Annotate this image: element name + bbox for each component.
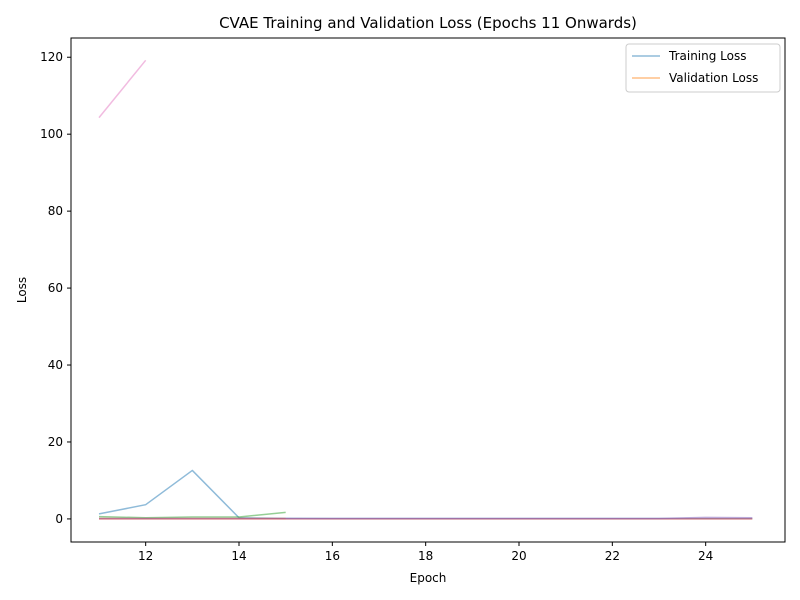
series-line-training-loss <box>98 469 753 520</box>
x-axis-label: Epoch <box>410 571 447 585</box>
series-line-5 <box>99 516 753 520</box>
legend-label-training-loss: Training Loss <box>668 49 746 63</box>
y-tick-label: 100 <box>40 127 63 141</box>
y-tick-label: 120 <box>40 50 63 64</box>
y-tick-label: 80 <box>48 204 63 218</box>
x-axis: 12 14 16 18 20 22 24 <box>138 542 713 563</box>
plot-lines <box>98 59 753 520</box>
x-tick-label: 22 <box>605 549 620 563</box>
y-tick-label: 20 <box>48 435 63 449</box>
x-tick-label: 18 <box>418 549 433 563</box>
x-tick-label: 16 <box>325 549 340 563</box>
legend-label-validation-loss: Validation Loss <box>669 71 758 85</box>
chart-title: CVAE Training and Validation Loss (Epoch… <box>219 14 637 32</box>
legend: Training Loss Validation Loss <box>625 43 781 93</box>
x-tick-label: 24 <box>698 549 713 563</box>
y-tick-label: 60 <box>48 281 63 295</box>
legend-box <box>625 43 781 93</box>
series-line-6 <box>98 59 147 119</box>
y-axis-label: Loss <box>15 277 29 303</box>
y-tick-label: 0 <box>55 512 63 526</box>
plot-frame <box>70 37 786 543</box>
x-tick-label: 12 <box>138 549 153 563</box>
y-tick-label: 40 <box>48 358 63 372</box>
x-tick-label: 20 <box>511 549 526 563</box>
x-tick-label: 14 <box>231 549 246 563</box>
series-line-3 <box>98 511 286 519</box>
y-axis: 0 20 40 60 80 100 120 <box>40 50 71 526</box>
